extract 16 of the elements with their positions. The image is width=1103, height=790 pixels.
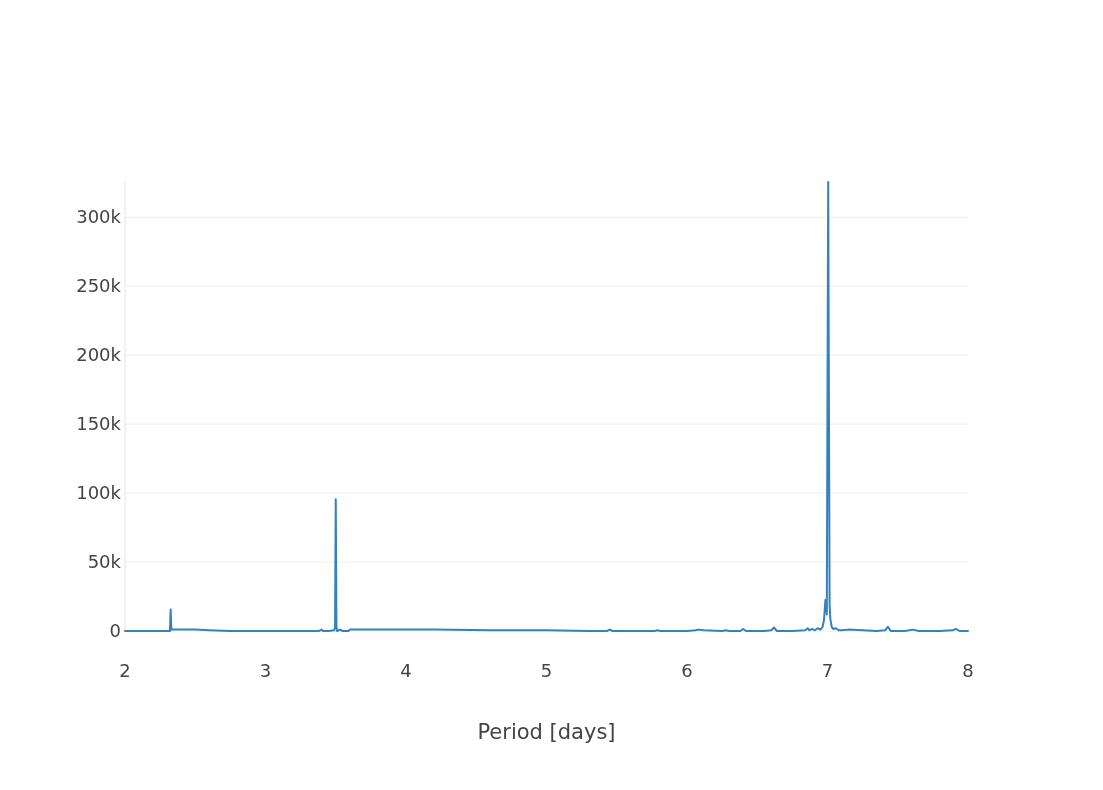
y-tick-label: 200k bbox=[76, 344, 122, 366]
x-axis-title: Period [days] bbox=[477, 720, 616, 744]
x-tick-label: 5 bbox=[540, 660, 553, 681]
y-tick-label: 300k bbox=[76, 206, 122, 228]
x-tick-label: 7 bbox=[821, 660, 834, 681]
x-tick-label: 2 bbox=[119, 660, 131, 681]
y-tick-label: 100k bbox=[76, 482, 122, 504]
line-series bbox=[124, 181, 969, 632]
x-tick-label: 6 bbox=[681, 660, 693, 681]
y-tick-label: 150k bbox=[76, 413, 122, 435]
x-tick-label: 8 bbox=[962, 660, 974, 681]
x-tick-label: 4 bbox=[400, 660, 412, 681]
y-tick-label: 0 bbox=[109, 620, 121, 642]
y-tick-label: 250k bbox=[76, 275, 122, 297]
y-tick-label: 50k bbox=[87, 551, 122, 573]
x-tick-label: 3 bbox=[259, 660, 272, 681]
